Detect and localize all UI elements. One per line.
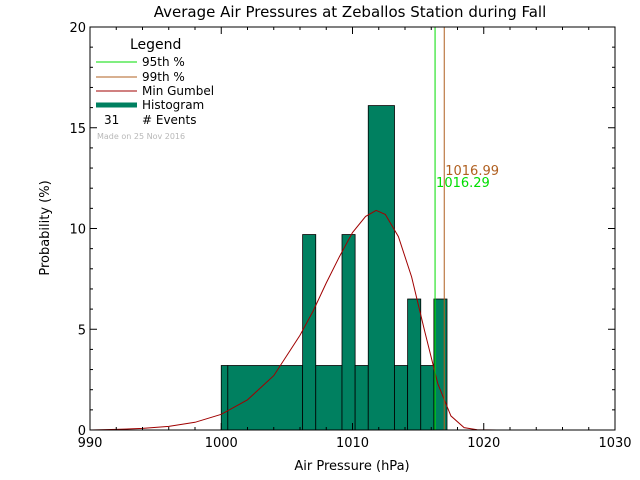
legend-entry-95th: 95th % [142,55,185,69]
y-tick-label-1: 5 [78,323,86,338]
y-tick-label-2: 10 [69,223,86,238]
x-tick-label-3: 1020 [467,436,500,451]
histogram-bar-7 [394,365,409,431]
legend-title: Legend [130,37,181,53]
legend: Legend 95th % 99th % Min Gumbel Histogra… [96,37,214,141]
y-tick-label-0: 0 [78,424,86,439]
histogram-bar-9 [420,365,435,431]
histogram-bar-1 [227,365,304,431]
histogram-bar-6 [367,105,395,431]
x-tick-label-4: 1030 [598,436,631,451]
y-tick-label-3: 15 [69,122,86,137]
x-tick-label-0: 990 [78,436,103,451]
legend-events-label: # Events [142,113,197,127]
histogram-bar-8 [407,298,422,431]
percentile-label-99th: 1016.99 [445,164,499,179]
histogram-bar-10 [433,298,448,431]
histogram-bar-4 [341,234,356,431]
chart-title: Average Air Pressures at Zeballos Statio… [154,3,547,21]
x-tick-label-2: 1010 [336,436,369,451]
axis-ticks: 990 1000 1010 1020 1030 0 5 10 15 20 [69,21,631,451]
legend-entry-99th: 99th % [142,70,185,84]
histogram-bar-3 [315,365,343,431]
legend-entry-gumbel: Min Gumbel [142,84,214,98]
histogram-bar-5 [354,365,369,431]
made-on-note: Made on 25 Nov 2016 [97,132,185,141]
percentile-label-95th: 1016.29 [436,176,490,191]
y-axis-label: Probability (%) [38,180,53,275]
x-tick-label-1: 1000 [205,436,238,451]
gumbel-curve [89,209,497,431]
histogram-bar-2 [302,234,317,431]
y-tick-label-4: 20 [69,21,86,36]
histogram-bar-0 [220,365,229,431]
x-axis-label: Air Pressure (hPa) [294,459,409,474]
legend-events-count: 31 [104,113,119,127]
legend-entry-histogram: Histogram [142,98,204,112]
